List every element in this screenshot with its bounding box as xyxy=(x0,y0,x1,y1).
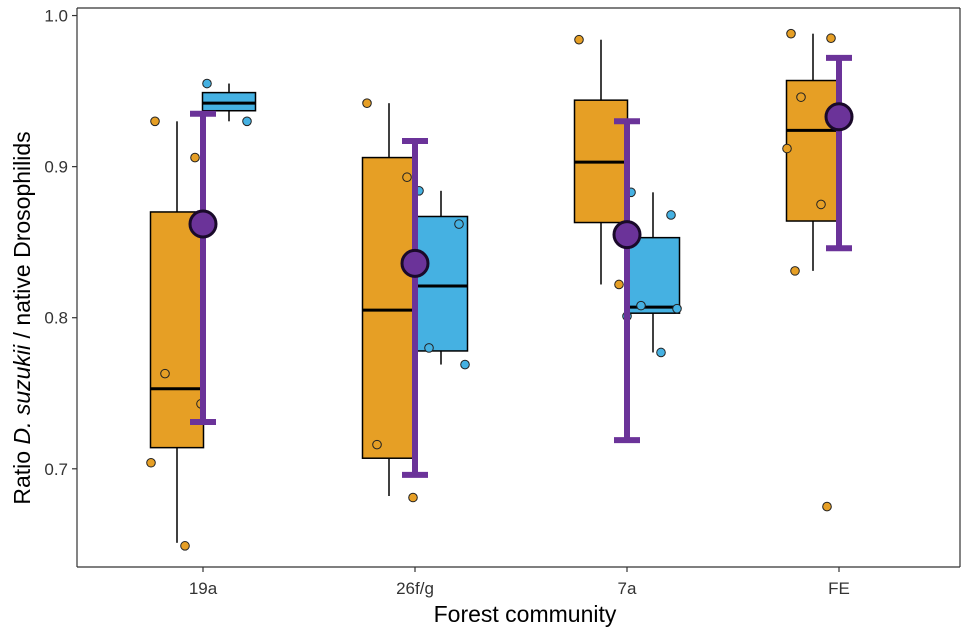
data-point xyxy=(180,541,190,551)
box-group xyxy=(361,98,418,503)
data-point xyxy=(790,266,800,276)
data-point xyxy=(822,501,832,512)
data-point xyxy=(460,359,470,370)
data-point xyxy=(242,116,252,127)
data-point xyxy=(424,343,434,353)
data-point xyxy=(826,33,836,44)
mean-ci-group xyxy=(824,54,854,252)
x-axis-title: Forest community xyxy=(434,601,617,627)
data-point xyxy=(786,28,796,39)
box xyxy=(149,211,205,449)
y-tick-label: 0.7 xyxy=(44,460,68,479)
x-tick-label: 7a xyxy=(618,579,637,598)
y-tick-label: 0.8 xyxy=(44,309,68,328)
mean-point xyxy=(612,220,642,250)
plot-area xyxy=(146,28,854,551)
data-point xyxy=(454,219,464,229)
mean-point xyxy=(824,102,854,132)
box xyxy=(625,236,681,314)
y-tick-label: 1.0 xyxy=(44,7,68,26)
box-group xyxy=(413,186,470,370)
data-point xyxy=(666,210,676,220)
mean-point xyxy=(400,248,430,278)
box xyxy=(361,156,417,459)
box-group xyxy=(622,187,682,358)
data-point xyxy=(402,172,412,183)
x-tick-label: FE xyxy=(828,579,850,598)
data-point xyxy=(150,116,160,127)
y-tick-label: 0.9 xyxy=(44,158,68,177)
y-axis-title: Ratio D. suzukii / native Drosophilids xyxy=(9,131,35,504)
data-point xyxy=(816,199,826,210)
data-point xyxy=(636,300,646,311)
y-axis-title-prefix: Ratio xyxy=(9,445,35,505)
box-group xyxy=(782,28,842,512)
mean-ci-group xyxy=(400,137,430,478)
box-group xyxy=(146,116,206,551)
data-point xyxy=(190,152,200,163)
data-point xyxy=(202,78,212,89)
data-point xyxy=(372,439,382,450)
data-point xyxy=(656,347,666,358)
box-group xyxy=(573,34,629,290)
box xyxy=(201,91,257,112)
data-point xyxy=(362,98,372,108)
data-point xyxy=(160,368,170,379)
data-point xyxy=(782,143,792,154)
y-axis-title-suffix: / native Drosophilids xyxy=(9,131,35,345)
data-point xyxy=(796,92,806,102)
box xyxy=(413,215,469,352)
mean-ci-group xyxy=(188,110,218,425)
x-tick-label: 26f/g xyxy=(396,579,434,598)
x-tick-label: 19a xyxy=(189,579,218,598)
data-point xyxy=(672,303,682,314)
data-point xyxy=(146,457,156,468)
box xyxy=(785,79,841,222)
data-point xyxy=(614,279,624,290)
data-point xyxy=(574,34,584,45)
axes: 0.7 0.8 0.9 1.0 19a 26f/g 7a FE xyxy=(44,7,961,598)
box-group xyxy=(201,78,257,127)
mean-ci-group xyxy=(612,118,642,444)
data-point xyxy=(408,492,418,503)
mean-point xyxy=(188,209,218,239)
y-axis-title-species: D. suzukii xyxy=(9,344,35,445)
